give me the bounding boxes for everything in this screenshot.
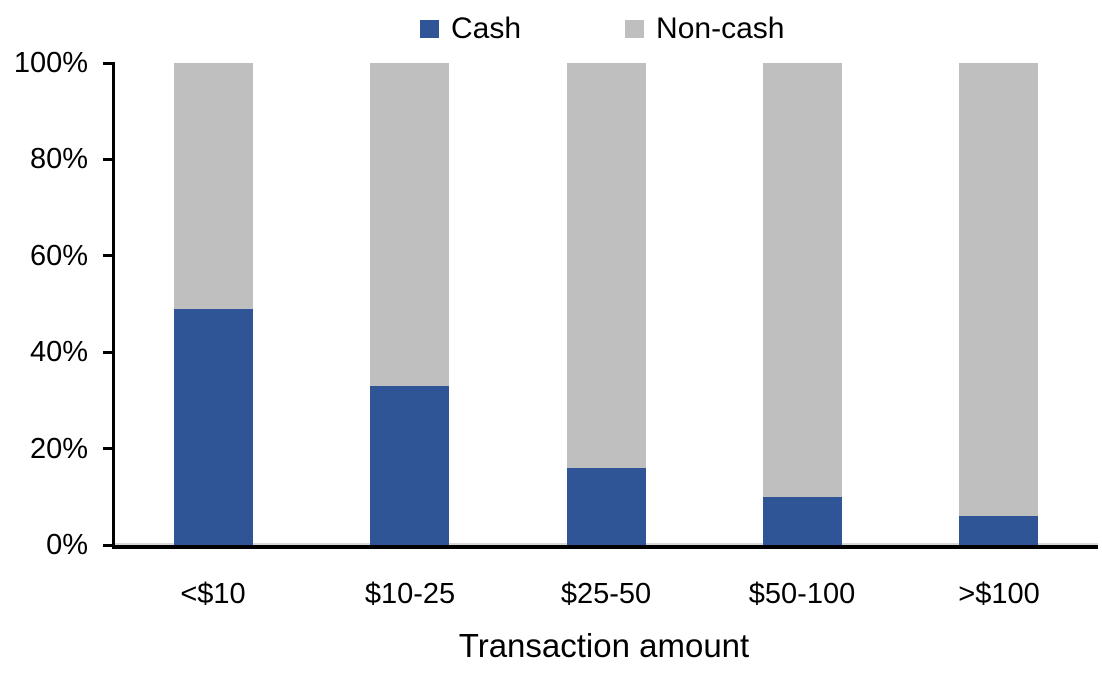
y-tick-label-20: 20% <box>29 433 88 465</box>
legend-swatch-non-cash <box>625 20 645 38</box>
x-tick-label-25-50: $25-50 <box>560 578 652 610</box>
x-tick-label-50-100: $50-100 <box>748 578 856 610</box>
bar-segment-10-cash <box>174 309 253 545</box>
bar-segment-50-100-cash <box>763 497 842 545</box>
y-tick-mark-60 <box>103 254 115 257</box>
bar-segment-100-cash <box>959 516 1038 545</box>
y-axis-line <box>112 62 115 549</box>
legend-swatch-cash <box>420 20 439 38</box>
bar-50-100 <box>763 63 842 545</box>
y-tick-label-100: 100% <box>13 47 88 79</box>
bar-25-50 <box>567 63 646 545</box>
y-tick-mark-80 <box>103 158 115 161</box>
legend-label: Non-cash <box>656 12 785 45</box>
x-tick-label-100: >$100 <box>958 578 1040 610</box>
y-tick-mark-0 <box>103 544 115 547</box>
chart-legend: Cash Non-cash <box>420 10 784 48</box>
bar-segment-25-50-non-cash <box>567 63 646 468</box>
bar-100 <box>959 63 1038 545</box>
y-tick-label-0: 0% <box>46 529 88 561</box>
x-axis-title: Transaction amount <box>458 627 750 664</box>
legend-label: Cash <box>451 12 522 45</box>
legend-item-cash: Cash <box>420 10 521 48</box>
y-tick-mark-100 <box>103 62 115 65</box>
bar-segment-10-25-non-cash <box>370 63 449 386</box>
x-tick-label-10: <$10 <box>180 578 246 610</box>
y-tick-mark-20 <box>103 447 115 450</box>
x-axis-line <box>112 545 1098 549</box>
bar-segment-10-25-cash <box>370 386 449 545</box>
bar-10-25 <box>370 63 449 545</box>
bar-segment-10-non-cash <box>174 63 253 309</box>
y-tick-mark-40 <box>103 351 115 354</box>
y-tick-label-40: 40% <box>29 336 88 368</box>
y-tick-label-80: 80% <box>29 143 88 175</box>
x-tick-label-10-25: $10-25 <box>364 578 456 610</box>
bar-segment-50-100-non-cash <box>763 63 842 497</box>
y-tick-label-60: 60% <box>29 240 88 272</box>
bar-segment-25-50-cash <box>567 468 646 545</box>
bar-10 <box>174 63 253 545</box>
bar-segment-100-non-cash <box>959 63 1038 516</box>
legend-item-non-cash: Non-cash <box>625 10 784 48</box>
